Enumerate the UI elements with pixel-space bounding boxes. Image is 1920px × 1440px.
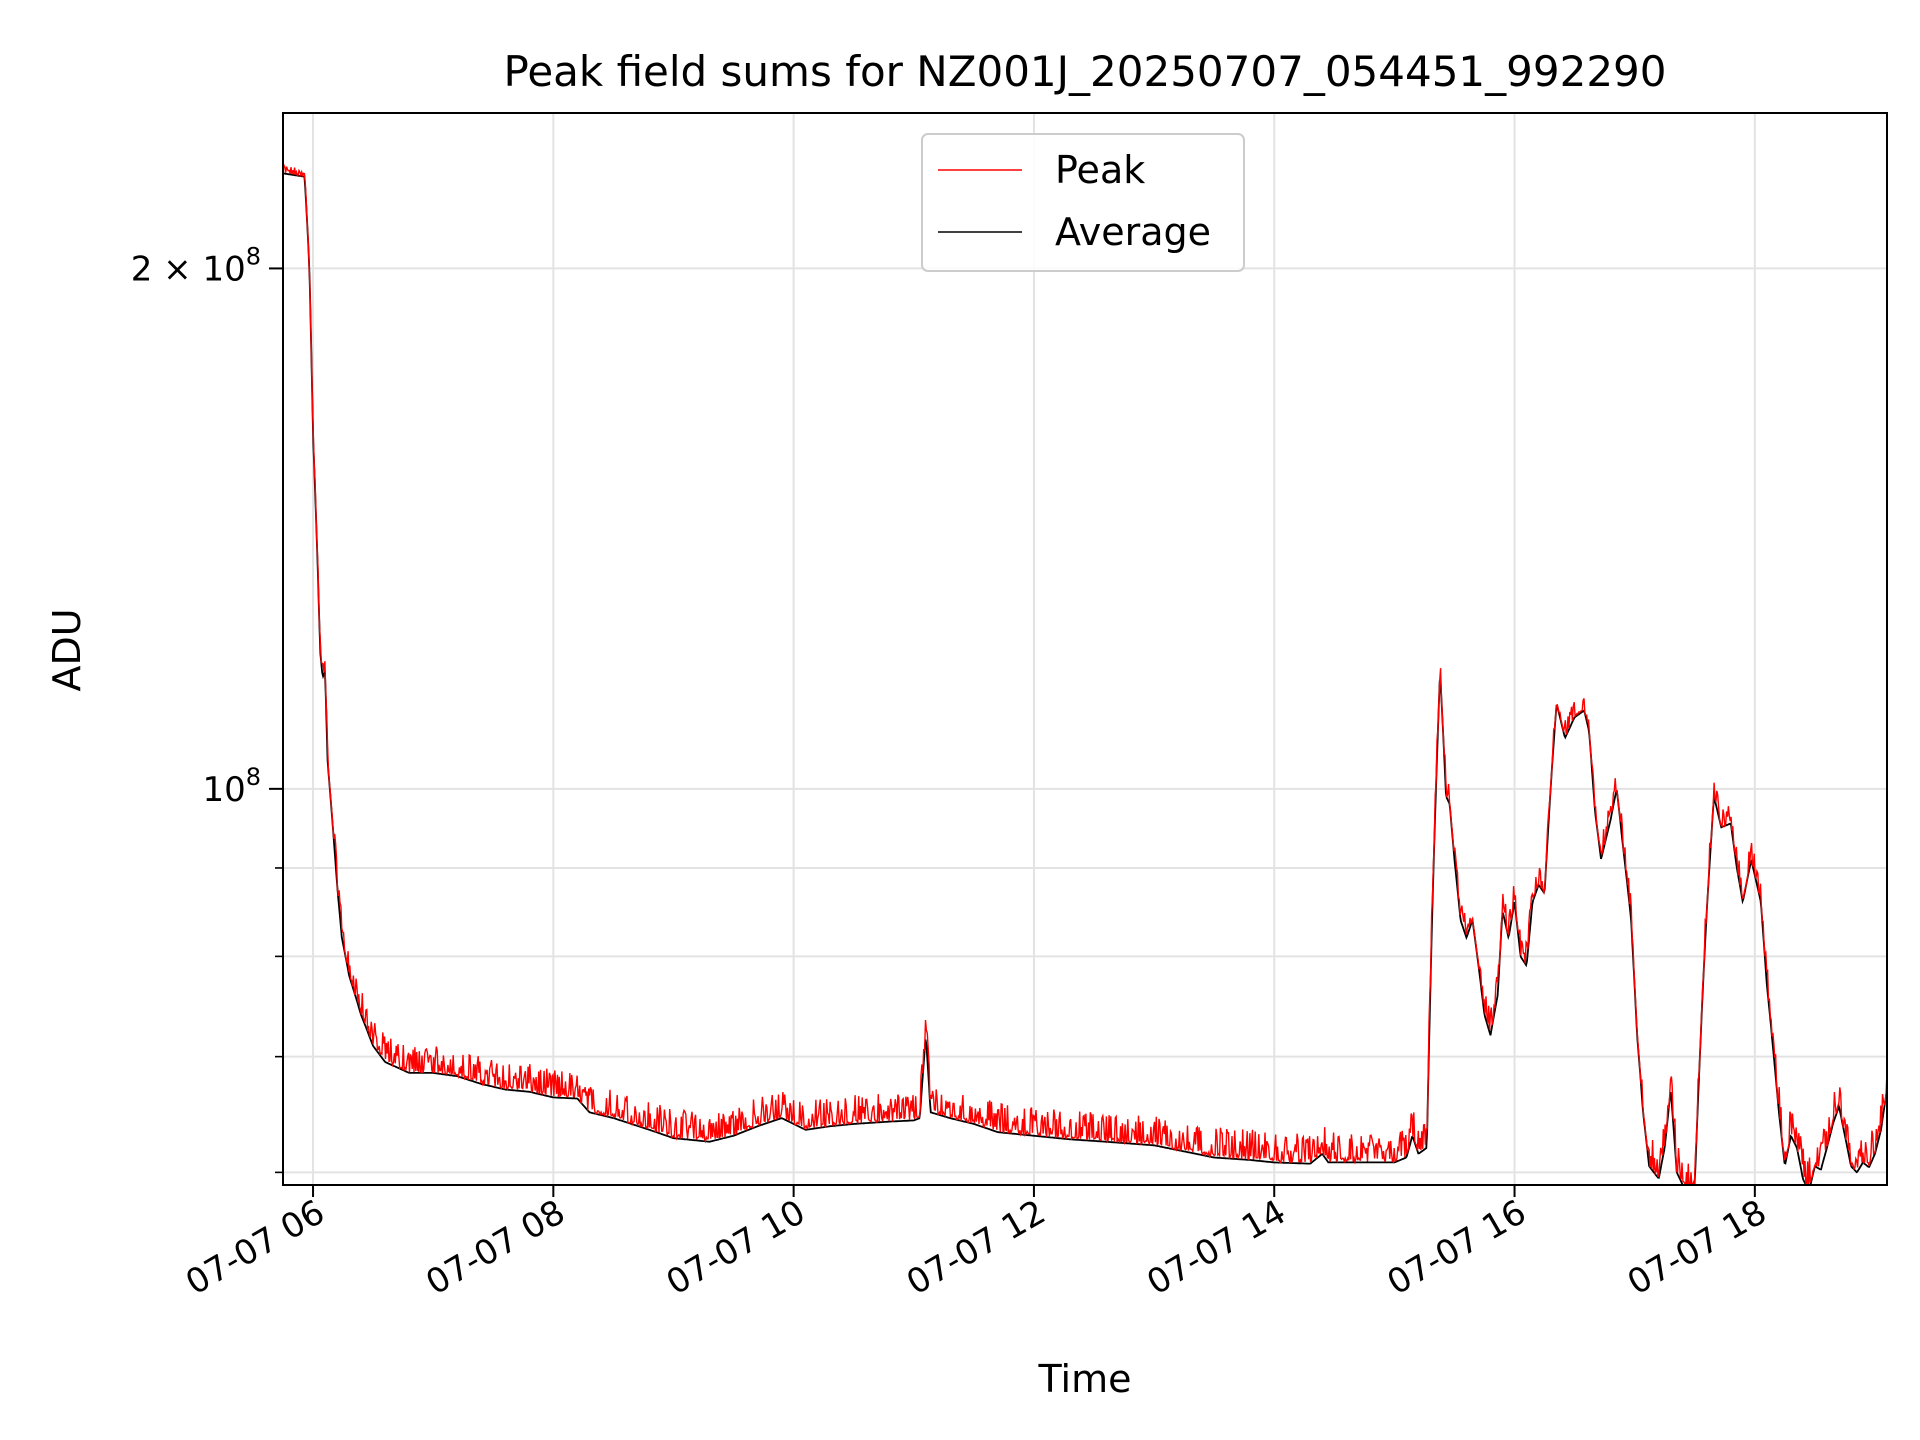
legend-box bbox=[921, 133, 1245, 272]
y-tick-label: 2 × 108 bbox=[131, 242, 261, 289]
series-layer bbox=[283, 162, 1887, 1185]
legend-label-peak: Peak bbox=[1055, 148, 1145, 192]
legend: Peak Average bbox=[921, 133, 1245, 272]
y-tick-label: 108 bbox=[202, 763, 261, 810]
legend-label-average: Average bbox=[1055, 210, 1211, 254]
chart-title: Peak field sums for NZ001J_20250707_0544… bbox=[504, 47, 1667, 96]
x-axis-label: Time bbox=[1038, 1357, 1132, 1401]
plot-frame bbox=[282, 112, 1888, 1186]
grid bbox=[283, 113, 1887, 1185]
series-line-peak bbox=[283, 162, 1887, 1185]
y-axis-label: ADU bbox=[45, 608, 89, 691]
